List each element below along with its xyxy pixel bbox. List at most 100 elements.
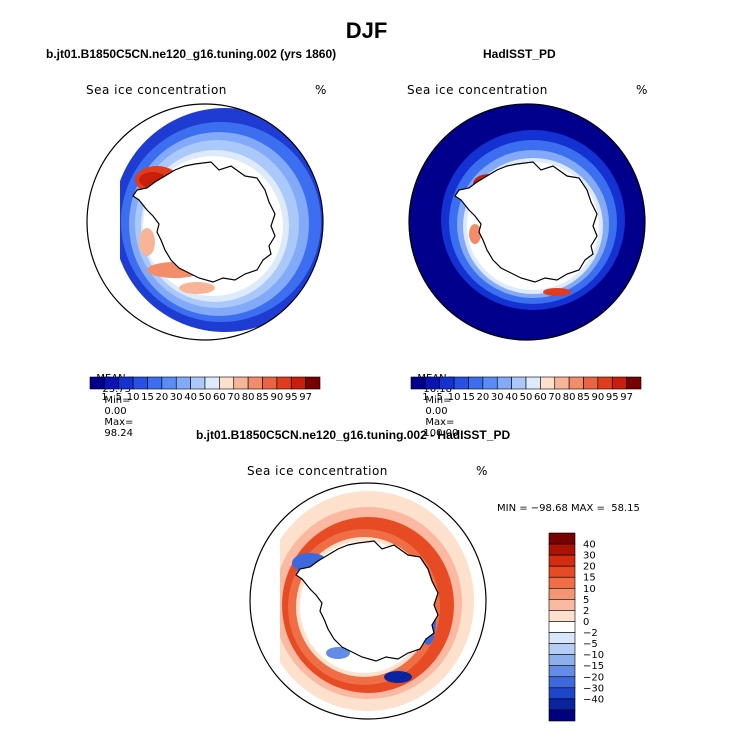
obs-colorbar-cell	[540, 376, 556, 390]
obs-panel-title: HadISST_PD	[483, 47, 556, 61]
model-map-boundary	[86, 103, 324, 341]
diff-colorbar-tick-label: −20	[583, 672, 604, 683]
model-colorbar-tick-label: 20	[156, 392, 169, 403]
model-colorbar-cell	[305, 376, 321, 390]
obs-colorbar-cell	[439, 376, 455, 390]
obs-colorbar-tick-label: 10	[448, 392, 461, 403]
model-colorbar-tick-label: 40	[184, 392, 197, 403]
model-variable-label: Sea ice concentration	[86, 83, 227, 97]
diff-colorbar-cell	[548, 709, 576, 722]
diff-colorbar-tick-label: −5	[583, 639, 598, 650]
model-colorbar-cell	[175, 376, 191, 390]
obs-colorbar-tick-label: 95	[606, 392, 619, 403]
obs-colorbar-cell	[626, 376, 642, 390]
model-colorbar-cell	[219, 376, 235, 390]
model-colorbar-cell	[89, 376, 105, 390]
diff-stats: MIN = −98.68 MAX = 58.15	[497, 503, 640, 514]
obs-colorbar-cell	[410, 376, 426, 390]
model-colorbar: 1 5 10 15 20 30 40 50 60 70 80 85 90 95 97	[89, 376, 321, 403]
model-colorbar-cell	[147, 376, 163, 390]
obs-colorbar-cell	[611, 376, 627, 390]
obs-colorbar-cell	[597, 376, 613, 390]
obs-colorbar-cell	[525, 376, 541, 390]
diff-colorbar-cell	[548, 665, 576, 678]
obs-min-label: Min=	[425, 395, 452, 406]
obs-colorbar-cell	[453, 376, 469, 390]
model-colorbar-tick-label: 97	[299, 392, 312, 403]
model-colorbar-tick-label: 80	[242, 392, 255, 403]
obs-colorbar-tick-label: 90	[592, 392, 605, 403]
diff-colorbar-tick-label: 5	[583, 595, 589, 606]
diff-colorbar-tick-label: 2	[583, 606, 589, 617]
diff-colorbar-cell	[548, 576, 576, 589]
model-colorbar-cell	[161, 376, 177, 390]
obs-min-value: 0.00	[425, 406, 448, 417]
model-colorbar-tick-label: 1	[101, 392, 107, 403]
model-max-label: Max=	[104, 417, 134, 428]
model-colorbar-cell	[262, 376, 278, 390]
diff-colorbar-tick-label: −30	[583, 683, 604, 694]
obs-map-boundary	[408, 103, 646, 341]
diff-colorbar-tick-label: −15	[583, 661, 604, 672]
model-colorbar-cell	[190, 376, 206, 390]
obs-colorbar-tick-label: 15	[462, 392, 475, 403]
diff-units-label: %	[476, 464, 488, 478]
model-mean-value: 23.73	[102, 384, 131, 395]
obs-colorbar-tick-label: 50	[520, 392, 533, 403]
obs-colorbar-tick-label: 5	[437, 392, 443, 403]
obs-colorbar-cell	[425, 376, 441, 390]
diff-colorbar-cell	[548, 610, 576, 622]
diff-map-boundary	[249, 482, 487, 720]
model-min-value: 0.00	[104, 406, 127, 417]
obs-colorbar-tick-label: 40	[505, 392, 518, 403]
diff-colorbar-cell	[548, 632, 576, 644]
model-min-label: Min=	[104, 395, 131, 406]
obs-colorbar-cell	[511, 376, 527, 390]
diff-colorbar-cell	[548, 621, 576, 633]
obs-colorbar-cell	[583, 376, 599, 390]
diff-panel-title: b.jt01.B1850C5CN.ne120_g16.tuning.002 - …	[196, 428, 511, 442]
model-colorbar-cell	[290, 376, 306, 390]
diff-colorbar-cell	[548, 687, 576, 700]
diff-colorbar-tick-label: 15	[583, 573, 596, 584]
model-colorbar-cell	[118, 376, 134, 390]
obs-colorbar-tick-label: 60	[534, 392, 547, 403]
obs-colorbar-tick-label: 80	[563, 392, 576, 403]
model-colorbar-tick-label: 90	[271, 392, 284, 403]
model-max-value: 98.24	[104, 428, 133, 439]
diff-colorbar-cell	[548, 654, 576, 667]
obs-mean-value: 16.18	[423, 384, 452, 395]
diff-colorbar-cell	[548, 676, 576, 689]
model-colorbar-cell	[276, 376, 292, 390]
diff-colorbar-tick-label: −2	[583, 628, 598, 639]
model-colorbar-cell	[247, 376, 263, 390]
model-colorbar-tick-label: 10	[127, 392, 140, 403]
diff-colorbar-cell	[548, 599, 576, 611]
obs-variable-label: Sea ice concentration	[407, 83, 548, 97]
diff-colorbar-tick-label: −10	[583, 650, 604, 661]
diff-colorbar-cell	[548, 554, 576, 567]
obs-colorbar-tick-label: 97	[620, 392, 633, 403]
diff-colorbar-tick-label: 30	[583, 551, 596, 562]
obs-colorbar-cell	[468, 376, 484, 390]
obs-colorbar-cell	[554, 376, 570, 390]
model-colorbar-cell	[104, 376, 120, 390]
model-colorbar-cell	[204, 376, 220, 390]
model-colorbar-tick-label: 85	[256, 392, 269, 403]
diff-colorbar-tick-label: 10	[583, 584, 596, 595]
diff-colorbar-tick-label: 0	[583, 617, 589, 628]
diff-variable-label: Sea ice concentration	[247, 464, 388, 478]
model-panel-title: b.jt01.B1850C5CN.ne120_g16.tuning.002 (y…	[46, 47, 337, 61]
diff-colorbar-tick-label: 40	[583, 540, 596, 551]
obs-colorbar-tick-label: 30	[491, 392, 504, 403]
obs-max-value: 100.00	[423, 428, 459, 439]
obs-colorbar: 1 5 10 15 20 30 40 50 60 70 80 85 90 95 97	[410, 376, 642, 403]
model-colorbar-tick-label: 60	[213, 392, 226, 403]
obs-colorbar-tick-label: 70	[548, 392, 561, 403]
model-colorbar-cell	[233, 376, 249, 390]
obs-colorbar-tick-label: 85	[577, 392, 590, 403]
diff-colorbar-cell	[548, 587, 576, 600]
obs-colorbar-cell	[482, 376, 498, 390]
obs-colorbar-cell	[568, 376, 584, 390]
